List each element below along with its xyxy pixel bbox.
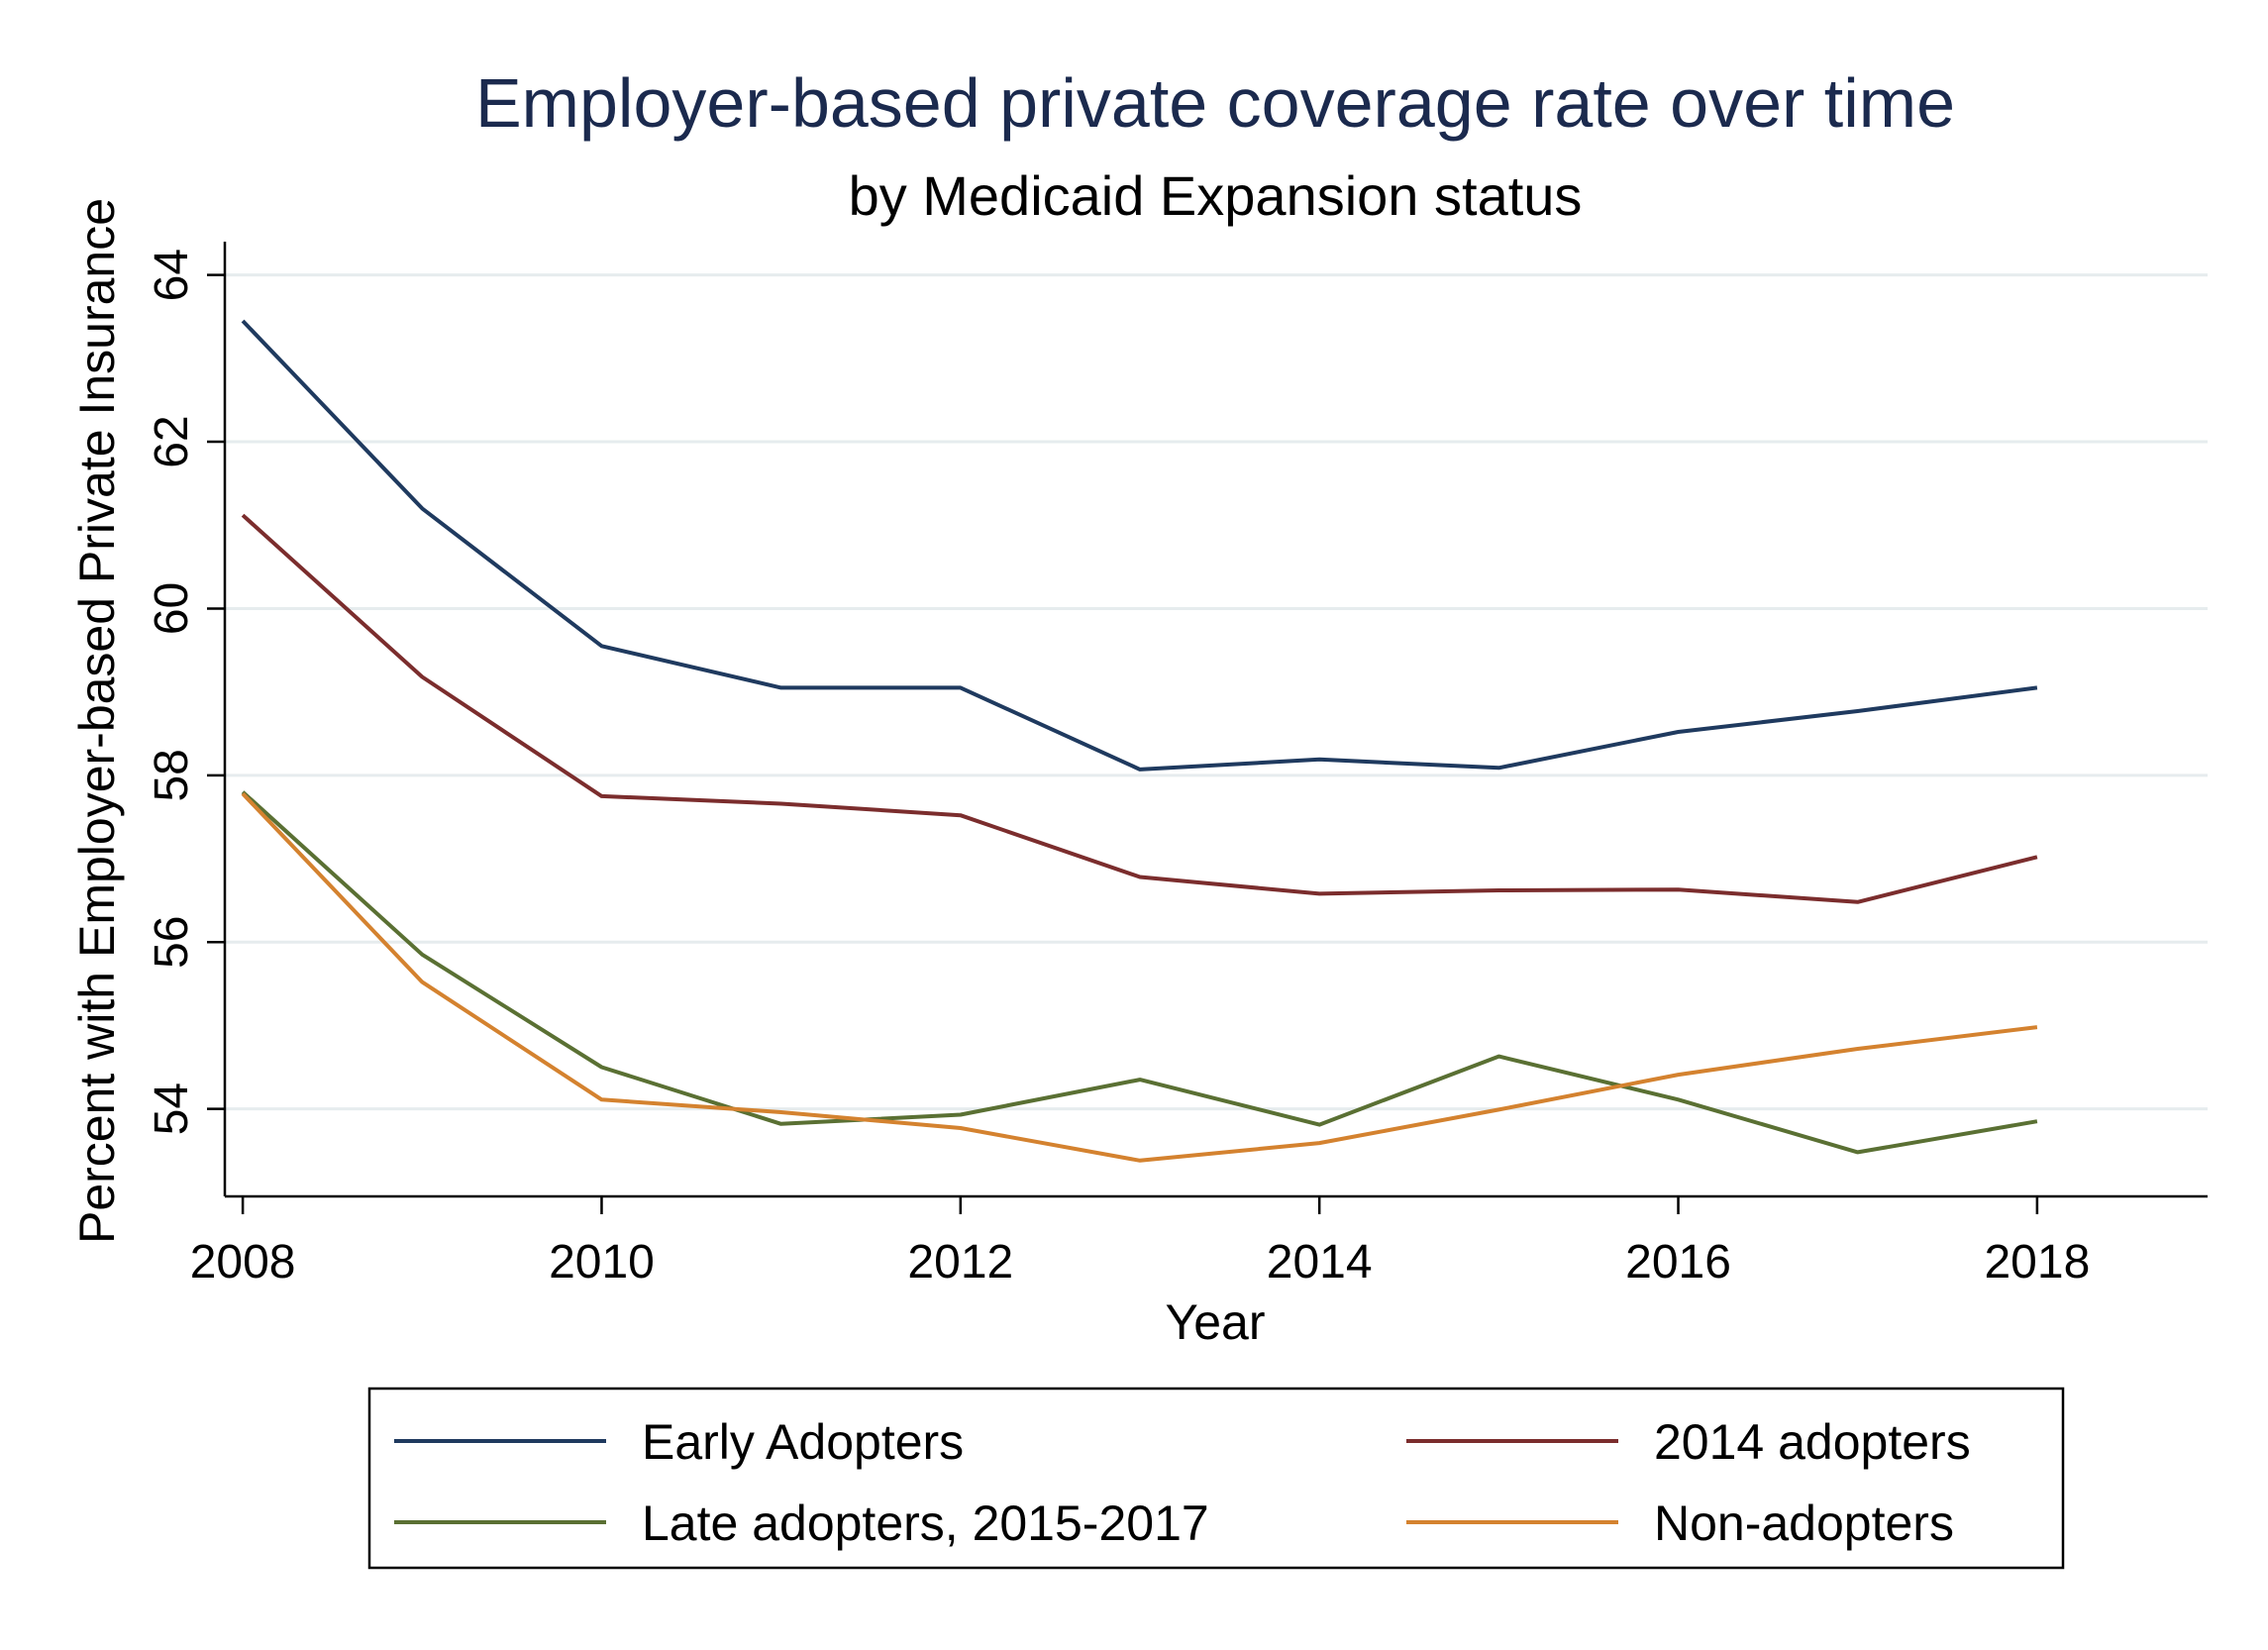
chart-title: Employer-based private coverage rate ove… (475, 64, 1955, 142)
legend-label-3: Non-adopters (1654, 1495, 1954, 1551)
legend-label-0: Early Adopters (642, 1414, 964, 1470)
x-ticks: 2008 2010 2012 2014 2016 2018 (190, 1196, 2090, 1289)
y-tick-label-54: 54 (146, 1083, 198, 1135)
legend: Early Adopters 2014 adopters Late adopters… (394, 1414, 1971, 1551)
series-line-3 (241, 792, 2038, 1163)
y-tick-label-56: 56 (146, 916, 198, 969)
legend-label-2: Late adopters, 2015-2017 (642, 1495, 1209, 1551)
x-tick-label-2012: 2012 (907, 1236, 1013, 1289)
x-axis-title: Year (1165, 1294, 1265, 1350)
y-tick-label-60: 60 (146, 582, 198, 635)
legend-label-1: 2014 adopters (1654, 1414, 1971, 1470)
y-ticks: 54 56 58 60 62 64 (146, 249, 225, 1135)
y-tick-label-62: 62 (146, 415, 198, 467)
y-tick-label-58: 58 (146, 749, 198, 801)
x-tick-label-2018: 2018 (1984, 1236, 2090, 1289)
y-axis-title: Percent with Employer-based Private Insu… (69, 198, 125, 1244)
legend-box (367, 1387, 2065, 1570)
series-line-1 (241, 513, 2038, 904)
series-lines (241, 319, 2038, 1163)
series-line-2 (241, 790, 2038, 1155)
x-tick-label-2014: 2014 (1267, 1236, 1373, 1289)
x-tick-label-2016: 2016 (1625, 1236, 1731, 1289)
series-line-0 (241, 319, 2038, 772)
x-tick-label-2008: 2008 (190, 1236, 296, 1289)
x-tick-label-2010: 2010 (549, 1236, 655, 1289)
y-tick-label-64: 64 (146, 249, 198, 301)
chart-subtitle: by Medicaid Expansion status (849, 164, 1583, 227)
